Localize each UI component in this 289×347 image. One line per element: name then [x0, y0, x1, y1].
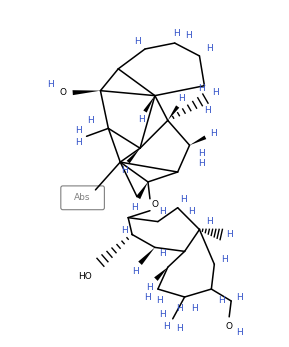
- Text: H: H: [121, 166, 127, 175]
- Text: H: H: [218, 296, 225, 305]
- Text: H: H: [134, 36, 140, 45]
- Text: HO: HO: [78, 272, 91, 281]
- Text: H: H: [178, 94, 185, 103]
- Polygon shape: [154, 267, 168, 281]
- Polygon shape: [190, 136, 206, 145]
- Text: H: H: [204, 106, 211, 115]
- Text: H: H: [191, 304, 198, 313]
- Polygon shape: [168, 105, 179, 120]
- Text: H: H: [160, 207, 166, 216]
- Text: H: H: [180, 195, 187, 204]
- Text: O: O: [59, 88, 66, 97]
- Text: Abs: Abs: [74, 193, 91, 202]
- Text: H: H: [176, 304, 183, 313]
- Text: H: H: [198, 149, 205, 158]
- FancyBboxPatch shape: [61, 186, 104, 210]
- Text: H: H: [138, 115, 144, 124]
- Polygon shape: [136, 182, 148, 199]
- Polygon shape: [138, 247, 155, 265]
- Text: H: H: [47, 80, 54, 89]
- Text: H: H: [75, 126, 82, 135]
- Text: H: H: [144, 293, 151, 302]
- Text: H: H: [87, 116, 94, 125]
- Text: H: H: [163, 322, 170, 331]
- Text: H: H: [226, 230, 233, 239]
- Text: H: H: [206, 217, 213, 226]
- Polygon shape: [127, 148, 140, 163]
- Text: H: H: [198, 84, 205, 93]
- Text: H: H: [176, 324, 183, 333]
- Text: H: H: [221, 255, 228, 264]
- Text: H: H: [173, 29, 180, 37]
- Text: H: H: [131, 203, 138, 212]
- Text: H: H: [236, 328, 242, 337]
- Text: H: H: [188, 207, 195, 216]
- Text: H: H: [156, 296, 163, 305]
- Text: H: H: [185, 31, 192, 40]
- Polygon shape: [73, 90, 101, 95]
- Text: H: H: [206, 43, 213, 52]
- Text: H: H: [212, 88, 219, 97]
- Text: H: H: [132, 267, 138, 276]
- Text: H: H: [147, 282, 153, 291]
- Text: O: O: [151, 200, 158, 209]
- Text: H: H: [210, 129, 217, 138]
- Text: H: H: [160, 249, 166, 258]
- Text: H: H: [121, 226, 127, 235]
- Text: H: H: [160, 310, 166, 319]
- Text: H: H: [236, 293, 242, 302]
- Text: H: H: [75, 138, 82, 147]
- Text: O: O: [226, 322, 233, 331]
- Text: H: H: [198, 159, 205, 168]
- Polygon shape: [143, 96, 155, 112]
